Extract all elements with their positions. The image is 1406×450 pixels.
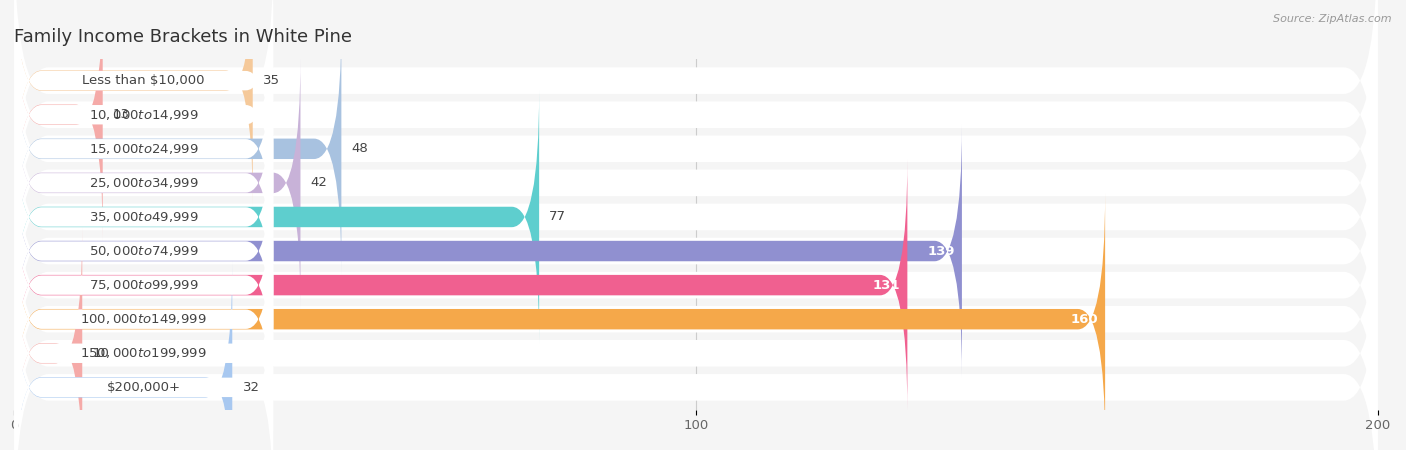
FancyBboxPatch shape [14, 0, 103, 241]
FancyBboxPatch shape [14, 193, 1105, 446]
Text: 77: 77 [550, 211, 567, 224]
FancyBboxPatch shape [14, 196, 1378, 450]
FancyBboxPatch shape [14, 0, 1378, 238]
FancyBboxPatch shape [14, 0, 273, 207]
Text: $100,000 to $149,999: $100,000 to $149,999 [80, 312, 207, 326]
FancyBboxPatch shape [14, 227, 273, 450]
FancyBboxPatch shape [14, 227, 82, 450]
Text: Family Income Brackets in White Pine: Family Income Brackets in White Pine [14, 28, 352, 46]
FancyBboxPatch shape [14, 261, 232, 450]
Text: 131: 131 [873, 279, 900, 292]
FancyBboxPatch shape [14, 26, 1378, 340]
FancyBboxPatch shape [14, 57, 301, 309]
Text: Source: ZipAtlas.com: Source: ZipAtlas.com [1274, 14, 1392, 23]
FancyBboxPatch shape [14, 125, 273, 378]
FancyBboxPatch shape [14, 193, 273, 446]
Text: 160: 160 [1071, 313, 1098, 326]
FancyBboxPatch shape [14, 162, 1378, 450]
Text: 139: 139 [928, 244, 955, 257]
FancyBboxPatch shape [14, 91, 538, 343]
FancyBboxPatch shape [14, 60, 1378, 374]
FancyBboxPatch shape [14, 22, 342, 275]
Text: $150,000 to $199,999: $150,000 to $199,999 [80, 346, 207, 360]
FancyBboxPatch shape [14, 261, 273, 450]
Text: $35,000 to $49,999: $35,000 to $49,999 [89, 210, 198, 224]
Text: 13: 13 [112, 108, 129, 121]
Text: $200,000+: $200,000+ [107, 381, 180, 394]
Text: 10: 10 [93, 347, 110, 360]
Text: 35: 35 [263, 74, 280, 87]
Text: 42: 42 [311, 176, 328, 189]
FancyBboxPatch shape [14, 0, 273, 241]
FancyBboxPatch shape [14, 22, 273, 275]
FancyBboxPatch shape [14, 0, 1378, 306]
FancyBboxPatch shape [14, 56, 273, 310]
Text: $50,000 to $74,999: $50,000 to $74,999 [89, 244, 198, 258]
FancyBboxPatch shape [14, 159, 907, 411]
FancyBboxPatch shape [14, 230, 1378, 450]
Text: Less than $10,000: Less than $10,000 [83, 74, 205, 87]
Text: $10,000 to $14,999: $10,000 to $14,999 [89, 108, 198, 122]
Text: 48: 48 [352, 142, 368, 155]
Text: 32: 32 [242, 381, 260, 394]
FancyBboxPatch shape [14, 0, 253, 207]
Text: $15,000 to $24,999: $15,000 to $24,999 [89, 142, 198, 156]
FancyBboxPatch shape [14, 125, 962, 377]
Text: $25,000 to $34,999: $25,000 to $34,999 [89, 176, 198, 190]
FancyBboxPatch shape [14, 128, 1378, 442]
FancyBboxPatch shape [14, 90, 273, 343]
FancyBboxPatch shape [14, 0, 1378, 272]
FancyBboxPatch shape [14, 158, 273, 412]
FancyBboxPatch shape [14, 94, 1378, 408]
Text: $75,000 to $99,999: $75,000 to $99,999 [89, 278, 198, 292]
